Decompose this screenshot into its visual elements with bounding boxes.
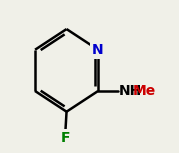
Text: N: N <box>92 43 104 57</box>
Text: F: F <box>60 131 70 145</box>
Text: Me: Me <box>133 84 156 98</box>
Text: NH: NH <box>119 84 142 98</box>
